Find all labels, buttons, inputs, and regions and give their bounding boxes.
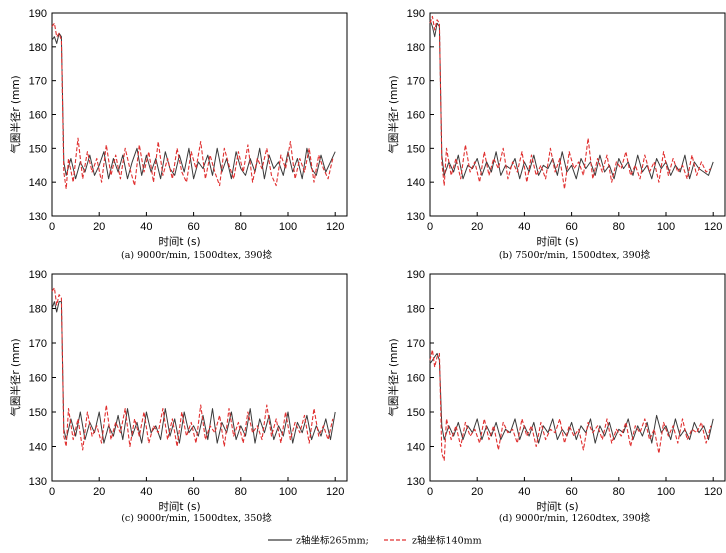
x-tick-label: 40 [518, 221, 530, 233]
y-tick-label: 150 [407, 143, 425, 155]
legend-item-z265: z轴坐标265mm; [268, 535, 369, 547]
y-tick-label: 130 [407, 476, 425, 488]
x-tick-label: 120 [326, 486, 344, 498]
y-tick-label: 160 [29, 110, 47, 122]
x-tick-label: 120 [704, 221, 722, 233]
y-tick-label: 160 [29, 373, 47, 385]
legend-item-z140: z轴坐标140mm [384, 535, 482, 547]
y-tick-label: 180 [29, 304, 47, 316]
x-tick-label: 80 [235, 486, 247, 498]
y-tick-label: 160 [407, 373, 425, 385]
x-tick-label: 80 [613, 486, 625, 498]
y-tick-label: 190 [407, 269, 425, 281]
y-tick-label: 190 [29, 8, 47, 20]
series-line-z140 [429, 15, 712, 190]
legend-label: z轴坐标265mm; [296, 535, 369, 547]
y-tick-label: 160 [407, 110, 425, 122]
x-tick-label: 20 [93, 486, 105, 498]
x-tick-label: 60 [565, 221, 577, 233]
plot-frame [51, 273, 348, 482]
y-tick-label: 140 [407, 177, 425, 189]
x-tick-label: 100 [279, 221, 297, 233]
series-line-z265 [429, 19, 714, 180]
x-axis-title: 时间t (s) [158, 235, 200, 248]
panel-caption: (d) 9000r/min, 1260dtex, 390捻 [499, 512, 651, 524]
y-axis-title: 气圈半径r (mm) [387, 338, 400, 416]
y-tick-label: 180 [407, 304, 425, 316]
x-tick-label: 40 [518, 486, 530, 498]
y-tick-label: 170 [407, 76, 425, 88]
chart-panel-d: 0 20 40 60 80 100 120 130 140 150 160 170 180 190 时间t … [387, 269, 726, 524]
y-axis-title: 气圈半径r (mm) [9, 75, 22, 153]
y-tick-label: 150 [407, 407, 425, 419]
y-tick-label: 130 [29, 476, 47, 488]
y-tick-label: 180 [407, 42, 425, 54]
y-tick-label: 190 [407, 8, 425, 20]
x-tick-label: 20 [471, 486, 483, 498]
series-line-z265 [51, 32, 336, 180]
x-tick-label: 120 [326, 221, 344, 233]
series-line-z140 [429, 349, 712, 461]
x-tick-label: 120 [704, 486, 722, 498]
x-tick-label: 80 [235, 221, 247, 233]
plot-frame [51, 12, 348, 217]
chart-panel-a: 0 20 40 60 80 100 120 130 140 150 160 170 180 190 时间t … [9, 8, 348, 261]
y-tick-label: 140 [407, 442, 425, 454]
x-tick-label: 60 [187, 221, 199, 233]
x-tick-label: 20 [93, 221, 105, 233]
legend-label: z轴坐标140mm [412, 535, 482, 547]
plot-frame [429, 273, 726, 482]
x-tick-label: 100 [279, 486, 297, 498]
y-tick-label: 130 [407, 211, 425, 223]
x-axis-title: 时间t (s) [536, 500, 578, 513]
y-tick-label: 170 [407, 338, 425, 350]
series-line-z265 [429, 352, 714, 444]
panel-caption: (a) 9000r/min, 1500dtex, 390捻 [121, 249, 272, 261]
x-axis-title: 时间t (s) [536, 235, 578, 248]
x-tick-label: 20 [471, 221, 483, 233]
y-tick-label: 150 [29, 143, 47, 155]
x-tick-label: 60 [565, 486, 577, 498]
y-axis-title: 气圈半径r (mm) [387, 75, 400, 153]
chart-panel-b: 0 20 40 60 80 100 120 130 140 150 160 170 180 190 时间t … [387, 8, 726, 261]
x-tick-label: 0 [49, 221, 55, 233]
panels-group: 0 20 40 60 80 100 120 130 140 150 160 170 180 190 时间t … [9, 8, 726, 524]
plot-frame [429, 12, 726, 217]
series-line-z265 [51, 301, 336, 444]
y-tick-label: 150 [29, 407, 47, 419]
y-tick-label: 140 [29, 442, 47, 454]
y-tick-label: 170 [29, 338, 47, 350]
y-axis-title: 气圈半径r (mm) [9, 338, 22, 416]
x-tick-label: 0 [49, 486, 55, 498]
x-tick-label: 100 [657, 221, 675, 233]
series-line-z140 [51, 22, 334, 190]
y-tick-label: 180 [29, 42, 47, 54]
y-tick-label: 190 [29, 269, 47, 281]
y-tick-label: 170 [29, 76, 47, 88]
x-tick-label: 60 [187, 486, 199, 498]
x-tick-label: 80 [613, 221, 625, 233]
legend: z轴坐标265mm; z轴坐标140mm [268, 535, 482, 547]
x-tick-label: 0 [427, 486, 433, 498]
x-axis-title: 时间t (s) [158, 500, 200, 513]
y-tick-label: 130 [29, 211, 47, 223]
x-tick-label: 0 [427, 221, 433, 233]
series-line-z140 [51, 287, 334, 451]
y-tick-label: 140 [29, 177, 47, 189]
panel-caption: (c) 9000r/min, 1500dtex, 350捻 [121, 512, 272, 524]
panel-caption: (b) 7500r/min, 1500dtex, 390捻 [499, 249, 651, 261]
x-tick-label: 100 [657, 486, 675, 498]
chart-panel-c: 0 20 40 60 80 100 120 130 140 150 160 170 180 190 时间t … [9, 269, 348, 524]
x-tick-label: 40 [140, 486, 152, 498]
x-tick-label: 40 [140, 221, 152, 233]
